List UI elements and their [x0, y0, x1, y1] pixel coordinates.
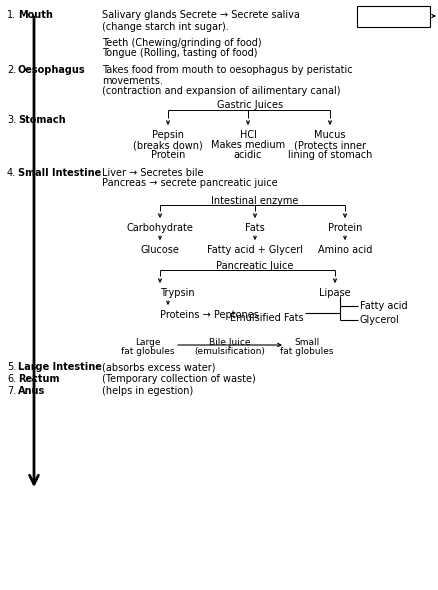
Text: Mucus: Mucus: [314, 130, 345, 140]
Text: Lipase: Lipase: [318, 288, 350, 298]
Text: Large Intestine: Large Intestine: [18, 362, 102, 372]
Text: (helps in egestion): (helps in egestion): [102, 386, 193, 396]
Text: (absorbs excess water): (absorbs excess water): [102, 362, 215, 372]
Text: Fatty acid: Fatty acid: [359, 301, 407, 311]
Text: (emulsification): (emulsification): [194, 347, 265, 356]
Text: Rectum: Rectum: [18, 374, 60, 384]
Text: Liver → Secretes bile: Liver → Secretes bile: [102, 168, 203, 178]
Text: 7.: 7.: [7, 386, 16, 396]
Text: (Temporary collection of waste): (Temporary collection of waste): [102, 374, 255, 384]
Text: Fats: Fats: [244, 223, 264, 233]
Text: 1.: 1.: [7, 10, 16, 20]
Text: (Protects inner: (Protects inner: [293, 140, 365, 150]
Text: Proteins → Peptones: Proteins → Peptones: [159, 310, 258, 320]
Text: 5.: 5.: [7, 362, 16, 372]
Text: Protein: Protein: [151, 150, 185, 160]
Text: Pancreatic Juice: Pancreatic Juice: [216, 261, 293, 271]
Text: Intestinal enzyme: Intestinal enzyme: [211, 196, 298, 206]
Text: Teeth (Chewing/grinding of food): Teeth (Chewing/grinding of food): [102, 38, 261, 48]
Text: lining of stomach: lining of stomach: [287, 150, 371, 160]
FancyBboxPatch shape: [357, 5, 430, 27]
Text: Makes medium: Makes medium: [210, 140, 284, 150]
Text: Small Intestine: Small Intestine: [18, 168, 101, 178]
Text: 6.: 6.: [7, 374, 16, 384]
Text: Bile Juice: Bile Juice: [209, 338, 250, 347]
Text: fat globules: fat globules: [279, 347, 333, 356]
Text: Carbohydrate: Carbohydrate: [126, 223, 193, 233]
Text: 2.: 2.: [7, 65, 16, 75]
Text: Tongue (Rolling, tasting of food): Tongue (Rolling, tasting of food): [102, 48, 257, 58]
Text: Glucose: Glucose: [140, 245, 179, 255]
Text: HCl: HCl: [239, 130, 256, 140]
Text: Trypsin: Trypsin: [159, 288, 194, 298]
Text: 4.: 4.: [7, 168, 16, 178]
Text: Small: Small: [294, 338, 319, 347]
Text: Protein: Protein: [327, 223, 361, 233]
Text: Oesophagus: Oesophagus: [18, 65, 85, 75]
Text: 3.: 3.: [7, 115, 16, 125]
Text: Gastric Juices: Gastric Juices: [216, 100, 283, 110]
Text: movements.: movements.: [102, 76, 162, 86]
Text: Amino acid: Amino acid: [317, 245, 371, 255]
Text: Fatty acid + Glycerl: Fatty acid + Glycerl: [207, 245, 302, 255]
Text: Stomach: Stomach: [18, 115, 65, 125]
Text: Glycerol: Glycerol: [359, 315, 399, 325]
Text: fat globules: fat globules: [121, 347, 174, 356]
Text: (breaks down): (breaks down): [133, 140, 202, 150]
Text: Anus: Anus: [18, 386, 45, 396]
Text: Salivary
amylase: Salivary amylase: [374, 7, 412, 27]
Text: acidic: acidic: [233, 150, 261, 160]
Text: Salivary glands Secrete → Secrete saliva: Salivary glands Secrete → Secrete saliva: [102, 10, 299, 20]
Text: Takes food from mouth to oesophagus by peristatic: Takes food from mouth to oesophagus by p…: [102, 65, 352, 75]
Text: Mouth: Mouth: [18, 10, 53, 20]
Text: Emulsified Fats: Emulsified Fats: [230, 313, 303, 323]
Text: (contraction and expansion of ailimentary canal): (contraction and expansion of ailimentar…: [102, 86, 340, 96]
Text: (change starch int sugar).: (change starch int sugar).: [102, 22, 228, 32]
Text: Large: Large: [135, 338, 160, 347]
Text: Pancreas → secrete pancreatic juice: Pancreas → secrete pancreatic juice: [102, 178, 277, 188]
Text: Pepsin: Pepsin: [152, 130, 184, 140]
